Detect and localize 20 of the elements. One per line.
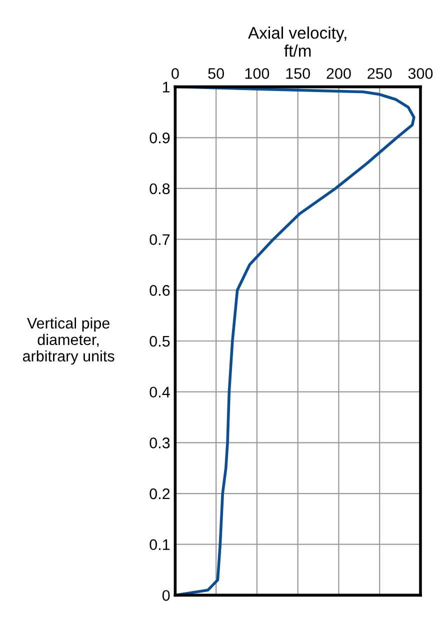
- y-tick-label: 0: [162, 590, 170, 601]
- y-tick-label: 1: [163, 82, 170, 92]
- x-tick-label: 250: [368, 68, 392, 79]
- y-tick-label: 0.9: [150, 132, 170, 144]
- y-tick-label: 0.3: [150, 438, 170, 448]
- x-tick-label: 0: [172, 68, 179, 79]
- x-tick-label: 200: [326, 68, 351, 79]
- y-tick-label: 0.7: [150, 234, 170, 246]
- y-tick-label: 0.1: [150, 539, 170, 550]
- y-tick-label: 0.6: [150, 285, 170, 296]
- y-tick-label: 0.4: [150, 386, 170, 398]
- y-tick-label: 0.5: [150, 336, 170, 347]
- x-tick-label: 100: [245, 68, 270, 79]
- y-axis-title: Vertical pipe diameter, arbitrary units: [22, 317, 114, 365]
- y-tick-label: 0.2: [150, 488, 170, 500]
- x-tick-label: 300: [408, 68, 433, 79]
- x-tick-label: 150: [286, 68, 310, 79]
- x-axis-title: Axial velocity, ft/m: [248, 26, 346, 57]
- x-tick-label: 50: [208, 68, 224, 79]
- y-tick-label: 0.8: [150, 183, 170, 194]
